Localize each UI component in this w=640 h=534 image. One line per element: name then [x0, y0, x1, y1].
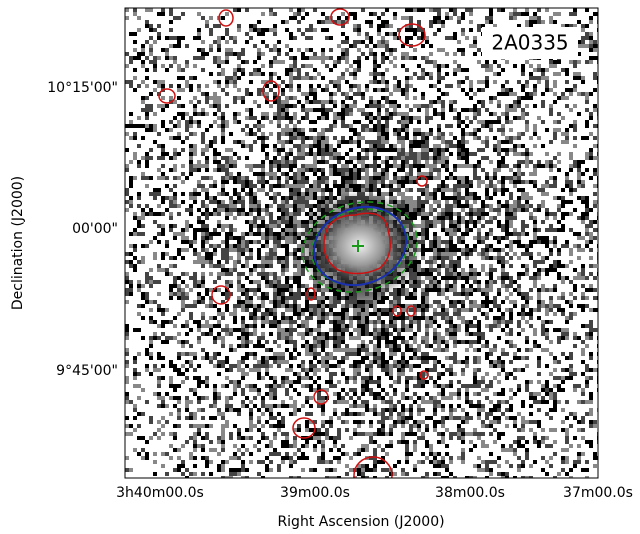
x-tick-label: 3h40m00.0s	[116, 485, 204, 501]
source-contour	[398, 23, 426, 47]
x-axis: 3h40m00.0s 39m00.0s 38m00.0s 37m00.0s Ri…	[116, 485, 633, 530]
source-contour	[158, 88, 176, 104]
plot-frame	[124, 7, 599, 479]
source-contour	[416, 175, 428, 187]
source-contour	[419, 370, 429, 380]
x-tick-label: 38m00.0s	[435, 485, 505, 501]
source-contour	[313, 389, 329, 405]
image-label: 2A0335	[491, 31, 568, 55]
x-axis-label: Right Ascension (J2000)	[277, 514, 444, 530]
x-tick-label: 37m00.0s	[563, 485, 633, 501]
y-tick-label: 10°15'00"	[47, 80, 118, 96]
source-contour	[262, 80, 280, 102]
blue-ellipse	[312, 205, 408, 287]
source-contour	[306, 287, 316, 301]
y-tick-label: 9°45'00"	[56, 363, 118, 379]
source-contour	[218, 9, 234, 27]
contours	[302, 201, 418, 293]
source-contour	[211, 285, 231, 305]
y-tick-label: 00'00"	[72, 221, 118, 237]
source-contours	[158, 8, 429, 478]
source-contour	[392, 305, 402, 317]
source-contour	[406, 305, 416, 317]
red-contour	[323, 212, 391, 275]
noise-pixels	[125, 8, 598, 478]
label-box	[482, 27, 578, 59]
center-marker	[352, 240, 364, 252]
y-axis-label: Declination (J2000)	[10, 176, 26, 310]
source-contour	[292, 417, 316, 439]
dashed-ellipse	[310, 208, 410, 286]
x-tick-label: 39m00.0s	[280, 485, 350, 501]
y-axis: 10°15'00" 00'00" 9°45'00" Declination (J…	[10, 80, 118, 379]
dashed-ellipse	[302, 201, 418, 293]
source-contour	[353, 456, 393, 478]
source-contour	[330, 8, 350, 26]
